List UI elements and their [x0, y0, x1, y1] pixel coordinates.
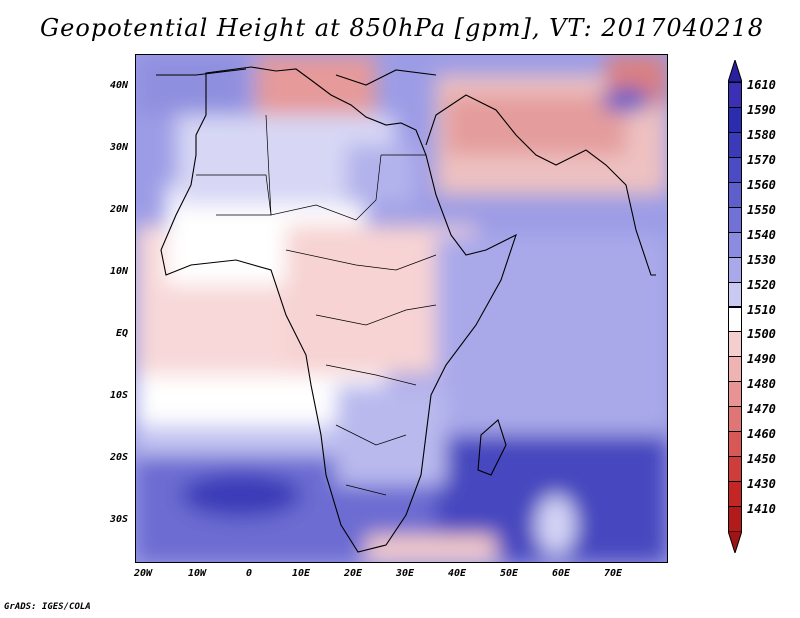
colorbar-label: 1410	[747, 502, 776, 517]
y-tick: 20N	[109, 204, 128, 215]
x-tick: 10E	[291, 568, 311, 579]
y-tick: EQ	[115, 328, 128, 339]
chart-title: Geopotential Height at 850hPa [gpm], VT:…	[40, 14, 764, 42]
colorbar-swatch	[728, 206, 742, 233]
x-tick: 0	[245, 568, 253, 579]
colorbar-swatch	[728, 131, 742, 158]
colorbar-swatch	[728, 181, 742, 208]
colorbar-swatch	[728, 156, 742, 183]
x-tick: 20E	[343, 568, 363, 579]
x-tick: 40E	[447, 568, 467, 579]
colorbar-swatch	[728, 306, 742, 333]
colorbar-swatch	[728, 456, 742, 483]
y-tick: 30S	[109, 514, 128, 525]
colorbar-label: 1530	[747, 252, 776, 267]
colorbar-swatch	[728, 331, 742, 358]
colorbar-label: 1610	[747, 78, 776, 92]
y-tick: 10S	[109, 390, 128, 401]
x-tick: 30E	[395, 568, 415, 579]
coastlines	[156, 66, 656, 553]
colorbar-swatch	[728, 481, 742, 508]
colorbar-swatch	[728, 381, 742, 408]
colorbar-swatch	[728, 106, 742, 133]
colorbar-label: 1490	[747, 352, 776, 367]
colorbar-swatch	[728, 356, 742, 383]
y-tick: 20S	[109, 452, 128, 463]
x-tick: 20W	[133, 568, 153, 579]
colorbar-swatch	[728, 406, 742, 433]
colorbar-swatch	[728, 82, 742, 108]
colorbar-label: 1470	[747, 402, 776, 417]
colorbar-bottom-arrow-icon	[728, 531, 742, 553]
colorbar-swatch	[728, 506, 742, 532]
height-field-shading	[136, 55, 667, 562]
y-tick: 40N	[109, 80, 128, 91]
x-tick: 10W	[187, 568, 207, 579]
colorbar-swatch	[728, 231, 742, 258]
map-panel	[135, 54, 668, 563]
colorbar-label: 1580	[747, 127, 776, 142]
colorbar-top-arrow-icon	[728, 60, 742, 82]
colorbar-label: 1430	[747, 477, 776, 492]
country-borders	[196, 114, 437, 496]
colorbar-label: 1480	[747, 377, 776, 392]
x-tick: 50E	[499, 568, 519, 579]
colorbar-swatch	[728, 431, 742, 458]
y-tick: 10N	[109, 266, 128, 277]
x-tick: 70E	[603, 568, 623, 579]
colorbar-label: 1560	[747, 177, 776, 192]
x-tick: 60E	[551, 568, 571, 579]
colorbar-label: 1570	[747, 152, 776, 167]
colorbar-label: 1450	[747, 452, 776, 467]
colorbar-label: 1520	[747, 277, 776, 292]
colorbar-label: 1510	[747, 302, 776, 317]
colorbar-label: 1500	[747, 327, 776, 342]
colorbar-label: 1590	[747, 102, 776, 117]
y-tick: 30N	[109, 142, 128, 153]
colorbar-swatch	[728, 256, 742, 283]
colorbar-label: 1460	[747, 427, 776, 442]
colorbar-swatch	[728, 281, 742, 308]
colorbar-label: 1540	[747, 227, 776, 242]
footer-credit: GrADS: IGES/COLA	[4, 602, 91, 612]
colorbar-label: 1550	[747, 202, 776, 217]
